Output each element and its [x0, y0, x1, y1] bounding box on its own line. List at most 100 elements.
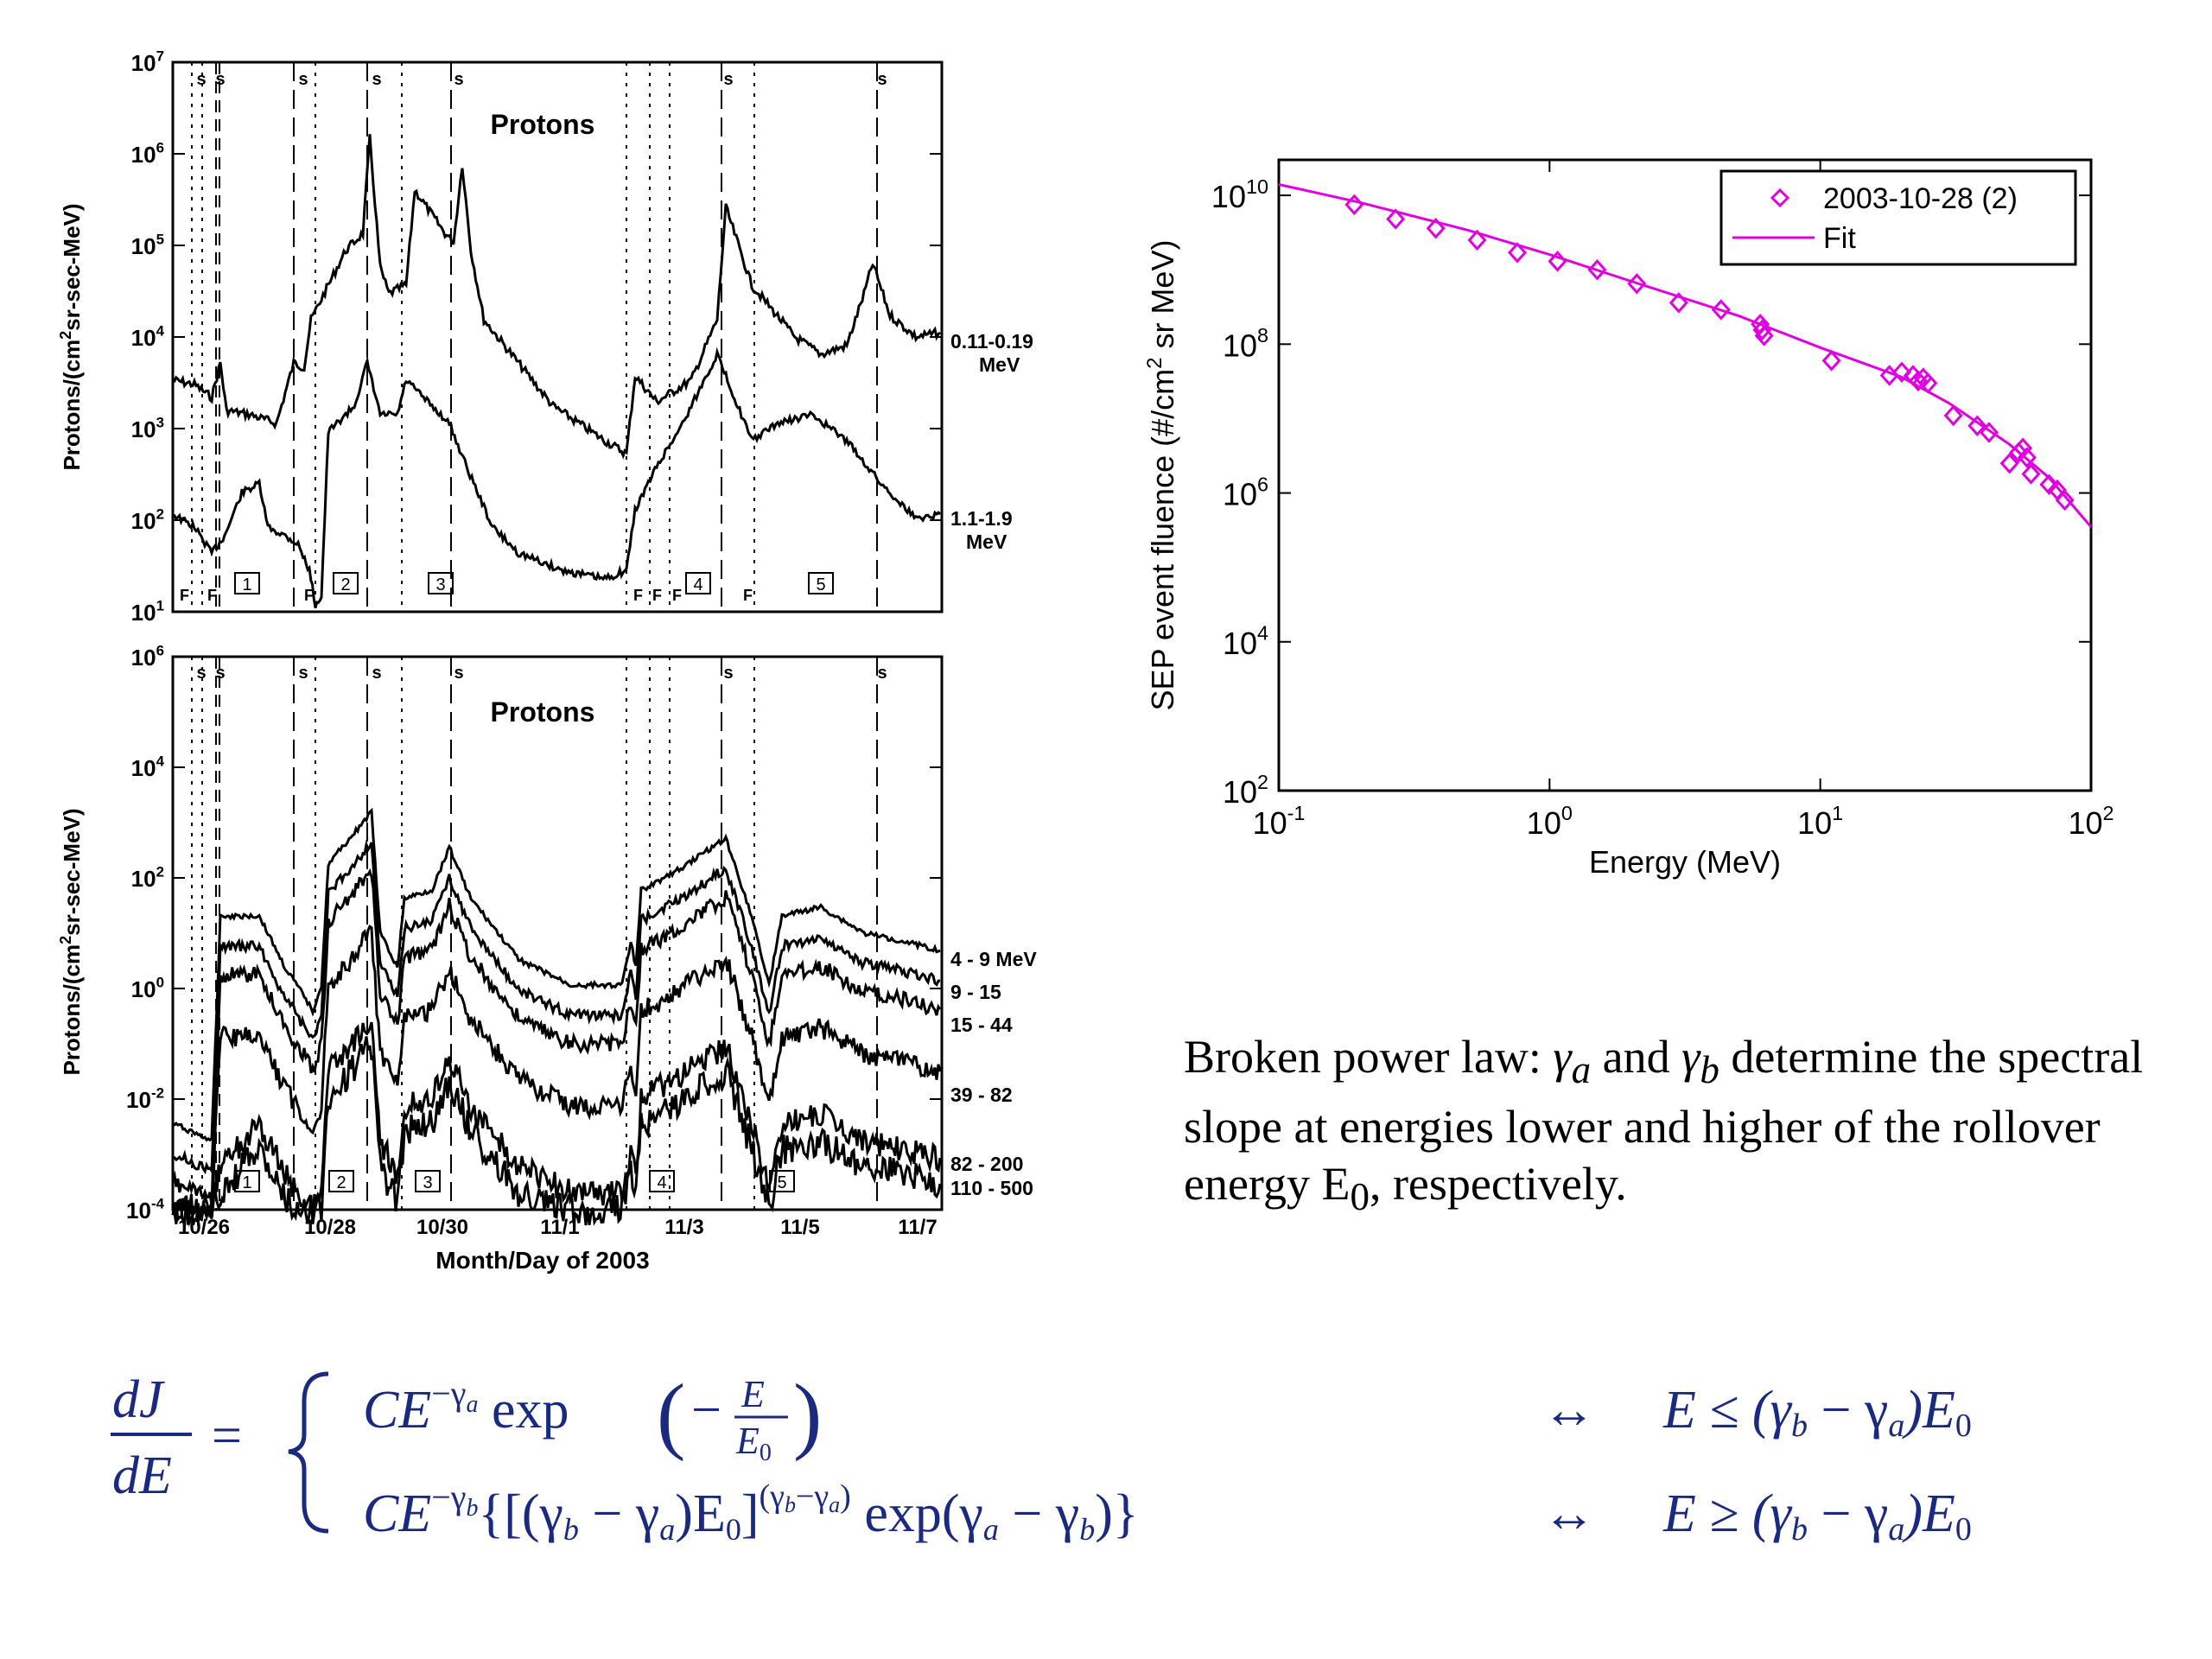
y-tick-4: 104 — [131, 753, 165, 781]
sep-fluence-spectrum-chart: 10-1 100 101 102 102 104 106 108 1010 Energy (Me… — [1143, 158, 2114, 880]
plot-frame — [171, 655, 944, 1211]
data-point-2 — [1426, 218, 1446, 239]
x-tick-4: 11/3 — [664, 1216, 703, 1239]
channel-label-6: 110 - 500 — [950, 1177, 1033, 1199]
data-point-3 — [1467, 229, 1487, 251]
y-tick-labels: 101 102 103 104 105 106 107 — [131, 48, 942, 626]
data-point-21 — [1967, 415, 1987, 437]
data-point-9 — [1711, 299, 1731, 321]
data-point-11 — [1752, 319, 1772, 341]
y-axis-label: Protons/(cm2sr-sec-MeV) — [57, 808, 85, 1075]
legend-diamond-icon — [1770, 188, 1790, 208]
data-point-24 — [2009, 442, 2029, 463]
event-box-label-1: 1 — [242, 1173, 251, 1192]
channel-label-3: 15 - 44 — [950, 1014, 1013, 1036]
channel-label-2: 1.1-1.9 — [950, 507, 1013, 530]
channel-labels: 4 - 9 MeV 9 - 15 15 - 44 39 - 82 82 - 200110… — [950, 948, 1037, 1199]
event-boxes: 1 2 3 4 5 — [234, 1170, 795, 1192]
f-marker-5: F — [672, 587, 682, 604]
axis-ticks: 10-1 100 101 102 102 104 106 108 1010 — [1211, 160, 2114, 841]
s-marker-0: s — [196, 664, 206, 683]
x-axis-label: Month/Day of 2003 — [435, 1247, 649, 1274]
y-tick-labels: 10-4 10-2 100 102 104 106 — [126, 642, 942, 1224]
eq-condition-1: E ≤ (γb − γa)E0 — [1662, 1381, 1972, 1444]
s-marker-4: s — [454, 664, 463, 683]
eq-arrow-1: ↔ — [1542, 1381, 1596, 1440]
y-tick-3: 102 — [131, 863, 164, 892]
data-point-19 — [1918, 372, 1938, 394]
eq-lhs-denominator: dE — [112, 1446, 172, 1505]
channel-label-2: 9 - 15 — [950, 981, 1001, 1003]
data-point-20 — [1943, 404, 1963, 427]
svg-text:E0: E0 — [735, 1420, 772, 1466]
x-tick-0: 10-1 — [1253, 802, 1306, 841]
panel-title: Protons — [491, 696, 595, 728]
y-axis-label: SEP event fluence (#/cm2 sr MeV) — [1143, 240, 1180, 711]
data-point-12 — [1754, 325, 1774, 346]
y-tick-2: 103 — [131, 414, 164, 442]
event-box-5 — [769, 1170, 795, 1192]
y-tick-0: 102 — [1223, 771, 1268, 810]
s-marker-5: s — [723, 664, 733, 683]
f-marker-1: F — [207, 587, 217, 604]
event-box-5 — [808, 572, 834, 594]
event-box-4 — [685, 572, 711, 594]
data-point-6 — [1587, 258, 1607, 281]
event-box-label-3: 3 — [435, 575, 445, 594]
svg-text:CE−γb{[(γb − γa)E0](γb−γa) exp: CE−γb{[(γb − γa)E0](γb−γa) exp(γa − γb)} — [363, 1478, 1139, 1547]
s-marker-3: s — [372, 664, 381, 683]
flux-curve-channel-4 — [171, 925, 942, 1222]
event-boxes: 1 2 3 4 5 — [234, 572, 834, 594]
channel-label-1-unit: MeV — [979, 353, 1020, 376]
x-tick-labels: 10/26 10/28 10/30 11/1 11/3 11/5 11/7 — [178, 1216, 938, 1239]
data-point-8 — [1669, 292, 1688, 314]
y-tick-6: 107 — [131, 48, 164, 76]
channel-label-2-unit: MeV — [966, 531, 1007, 553]
eq-case-2: CE−γb{[(γb − γa)E0](γb−γa) exp(γa − γb)} — [363, 1478, 1139, 1547]
flux-curve-channel-5 — [171, 1021, 942, 1227]
x-tick-6: 11/7 — [898, 1216, 937, 1239]
event-box-1 — [234, 572, 260, 594]
flux-curves — [172, 134, 942, 608]
plot-frame — [171, 60, 944, 613]
event-box-2 — [328, 1170, 354, 1192]
eq-equals: = — [212, 1407, 242, 1465]
flux-curve-channel-1 — [171, 807, 941, 1142]
x-tick-3: 11/1 — [540, 1216, 579, 1239]
svg-text:CE−γa exp: CE−γa exp — [363, 1374, 569, 1440]
y-tick-2: 100 — [131, 974, 164, 1002]
event-box-label-2: 2 — [336, 1173, 346, 1192]
event-box-label-4: 4 — [657, 1173, 666, 1192]
channel-label-1: 0.11-0.19 — [950, 330, 1033, 353]
eq-case-1: CE−γa exp ( − E E0 ) — [363, 1366, 822, 1466]
f-marker-4: F — [652, 587, 662, 604]
x-tick-2: 10/30 — [416, 1216, 468, 1239]
data-point-13 — [1821, 350, 1841, 372]
eq-arrow-2: ↔ — [1542, 1484, 1596, 1543]
x-tick-3: 102 — [2068, 802, 2113, 841]
y-axis-label: Protons/(cm2sr-sec-MeV) — [57, 203, 85, 470]
y-tick-1: 10-2 — [126, 1084, 164, 1113]
y-tick-0: 101 — [131, 597, 164, 626]
x-tick-2: 101 — [1797, 802, 1843, 841]
s-marker-1: s — [215, 70, 225, 89]
y-tick-2: 106 — [1223, 473, 1268, 512]
flux-curves — [171, 807, 942, 1230]
data-point-25 — [2013, 437, 2033, 459]
flux-curve-channel-3 — [171, 868, 942, 1207]
eq-brace — [288, 1371, 329, 1534]
f-marker-6: F — [743, 587, 753, 604]
data-point-15 — [1891, 361, 1912, 384]
x-tick-1: 10/28 — [304, 1216, 356, 1239]
event-box-label-2: 2 — [340, 575, 350, 594]
svg-text:E: E — [741, 1373, 765, 1415]
channel-label-5: 82 - 200 — [950, 1153, 1023, 1175]
x-tick-0: 10/26 — [178, 1216, 230, 1239]
description-text: Broken power law: γa and γb determine th… — [1184, 1031, 2144, 1218]
event-box-1 — [234, 1170, 260, 1192]
x-tick-1: 100 — [1527, 802, 1573, 841]
event-box-3 — [428, 572, 454, 594]
s-marker-2: s — [298, 70, 308, 89]
s-marker-1: s — [215, 664, 225, 683]
panel-title: Protons — [491, 109, 595, 140]
